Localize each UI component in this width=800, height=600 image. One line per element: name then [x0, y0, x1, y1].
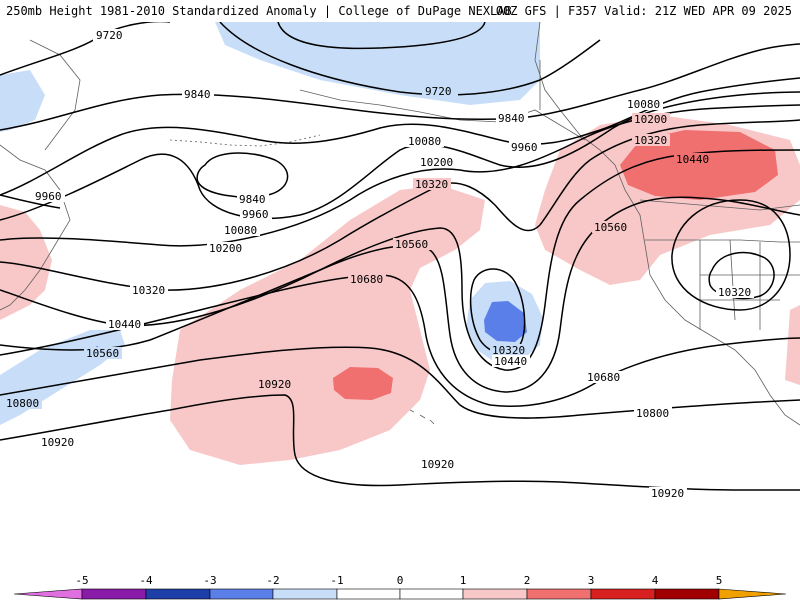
- colorbar-swatch-pos4: [654, 588, 720, 600]
- colorbar-tick-label: 4: [652, 574, 659, 587]
- contour-label-9840: 9840: [184, 88, 211, 101]
- map-title: 250mb Height 1981-2010 Standardized Anom…: [6, 4, 512, 18]
- asia-coastline: [0, 144, 71, 311]
- contour-10320-east: [708, 251, 775, 300]
- contour-label-10920: 10920: [421, 458, 454, 471]
- anomaly-shading: [0, 22, 800, 465]
- negative-anomaly-west-pacific: [0, 330, 125, 425]
- contour-label-10320: 10320: [492, 344, 525, 357]
- contour-label-10320: 10320: [718, 286, 751, 299]
- contour-label-9960: 9960: [242, 208, 269, 221]
- contour-label-10800: 10800: [6, 397, 39, 410]
- colorbar-swatches: [13, 588, 787, 600]
- contour-label-10440: 10440: [108, 318, 141, 331]
- contour-label-10200: 10200: [209, 242, 242, 255]
- hawaii-islands: [409, 409, 435, 425]
- contour-label-10440: 10440: [676, 153, 709, 166]
- kamchatka-coastline: [29, 39, 81, 151]
- contour-9840-outer: [0, 43, 800, 131]
- contour-label-10320: 10320: [634, 134, 667, 147]
- contour-label-group: 9720 9720 9840 9840 9840 9960 9960 9960 …: [4, 29, 754, 500]
- colorbar-tick-label: 0: [397, 574, 404, 587]
- contour-10560: [0, 196, 800, 393]
- positive-anomaly-japan: [0, 205, 52, 320]
- contour-label-10800: 10800: [636, 407, 669, 420]
- colorbar-tick-label: 3: [588, 574, 595, 587]
- contour-label-10560: 10560: [395, 238, 428, 251]
- colorbar-tick-label: -3: [203, 574, 216, 587]
- negative-anomaly-kamchatka: [0, 70, 45, 132]
- contour-label-9960: 9960: [511, 141, 538, 154]
- contour-label-9960: 9960: [35, 190, 62, 203]
- contour-label-10080: 10080: [408, 135, 441, 148]
- contour-10320-main: [0, 119, 800, 291]
- contour-label-10560: 10560: [594, 221, 627, 234]
- colorbar-tick-label: -1: [330, 574, 343, 587]
- contour-10440-east: [671, 199, 791, 311]
- contour-label-10200: 10200: [420, 156, 453, 169]
- strong-positive-anomaly-central-pacific: [333, 367, 393, 400]
- anomaly-map: 9720 9720 9840 9840 9840 9960 9960 9960 …: [0, 22, 800, 500]
- colorbar-tick-label: 5: [716, 574, 723, 587]
- contour-10800: [0, 346, 800, 419]
- colorbar-swatch-pos3: [590, 588, 656, 600]
- colorbar-swatch-neg1: [272, 588, 338, 600]
- contour-label-9720: 9720: [425, 85, 452, 98]
- colorbar-swatch-pos5: [718, 588, 787, 600]
- alaska-coastline: [299, 89, 586, 141]
- contour-label-10920: 10920: [651, 487, 684, 500]
- contour-label-10320: 10320: [132, 284, 165, 297]
- contour-label-10080: 10080: [224, 224, 257, 237]
- contour-label-10920: 10920: [41, 436, 74, 449]
- contour-label-10680: 10680: [587, 371, 620, 384]
- model-run-info: 00Z GFS | F357 Valid: 21Z WED APR 09 202…: [495, 4, 792, 18]
- contour-label-10080: 10080: [627, 98, 660, 111]
- colorbar-swatch-pos1: [462, 588, 528, 600]
- aleutian-islands: [169, 134, 321, 147]
- contour-10200: [0, 104, 800, 247]
- contour-label-10920: 10920: [258, 378, 291, 391]
- colorbar-tick-label: 1: [460, 574, 467, 587]
- colorbar-swatch-pos2: [526, 588, 592, 600]
- contour-label-10680: 10680: [350, 273, 383, 286]
- north-america-coastline: [534, 22, 800, 426]
- contour-label-9840: 9840: [498, 112, 525, 125]
- contour-label-10440: 10440: [494, 355, 527, 368]
- contour-label-9840: 9840: [239, 193, 266, 206]
- colorbar-swatch-zero-pos: [399, 588, 464, 600]
- map-header: 250mb Height 1981-2010 Standardized Anom…: [0, 0, 800, 22]
- colorbar-swatch-neg3: [145, 588, 211, 600]
- contour-label-10560: 10560: [86, 347, 119, 360]
- negative-anomaly-alaska: [215, 22, 540, 105]
- positive-anomaly-east: [785, 305, 800, 385]
- anomaly-colorbar: -5 -4 -3 -2 -1 0 1 2 3 4 5: [13, 574, 787, 600]
- colorbar-tick-label: -5: [75, 574, 88, 587]
- contour-9720-low: [277, 22, 486, 50]
- contour-10440-main: [0, 149, 800, 371]
- contour-label-9720: 9720: [96, 29, 123, 42]
- contour-9840-closed: [196, 152, 289, 198]
- colorbar-swatch-neg4: [81, 588, 147, 600]
- colorbar-swatch-zero-neg: [336, 588, 401, 600]
- colorbar-swatch-neg2: [209, 588, 274, 600]
- colorbar-swatch-neg5: [13, 588, 83, 600]
- colorbar-tick-label: -4: [139, 574, 153, 587]
- contour-label-10200: 10200: [634, 113, 667, 126]
- colorbar-ticks: -5 -4 -3 -2 -1 0 1 2 3 4 5: [75, 574, 722, 587]
- contour-9720-west: [0, 22, 170, 76]
- strong-negative-anomaly-low: [484, 301, 527, 342]
- contour-9960-west: [0, 194, 61, 209]
- us-state-borders: [539, 60, 800, 330]
- contour-9960: [0, 77, 800, 196]
- contour-10680: [0, 274, 800, 408]
- colorbar-tick-label: 2: [524, 574, 531, 587]
- positive-anomaly-central-pacific: [170, 185, 485, 465]
- colorbar-tick-label: -2: [266, 574, 279, 587]
- contour-label-10320: 10320: [415, 178, 448, 191]
